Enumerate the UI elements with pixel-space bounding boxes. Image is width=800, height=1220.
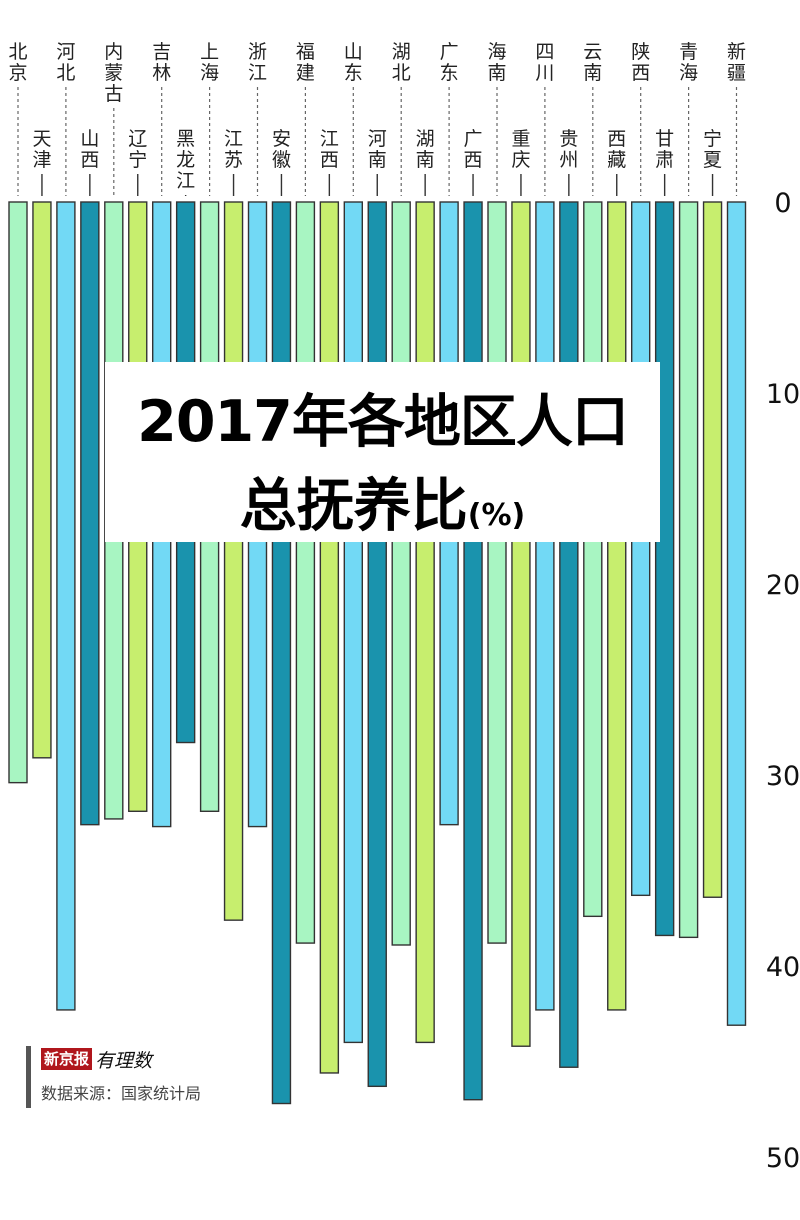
bar-陕西 xyxy=(631,201,651,897)
bar-西藏 xyxy=(607,201,627,1011)
category-label-黑龙江: 黑龙江 xyxy=(176,128,195,192)
bar-四川 xyxy=(535,201,555,1011)
y-axis-ticks: 0 10 20 30 40 50 xyxy=(766,188,800,1174)
category-label-贵州: 贵州 xyxy=(559,128,578,171)
bar-青海 xyxy=(678,201,699,939)
chart-title: 2017年各地区人口 xyxy=(137,389,629,455)
bar-贵州 xyxy=(559,201,579,1068)
category-label-重庆: 重庆 xyxy=(511,128,530,171)
bar-河北 xyxy=(56,201,76,1011)
category-label-青海: 青海 xyxy=(679,41,698,84)
category-label-广西: 广西 xyxy=(464,128,483,171)
bar-湖北 xyxy=(391,201,411,946)
bar-重庆 xyxy=(511,201,531,1047)
category-label-新疆: 新疆 xyxy=(727,41,746,84)
y-tick-label-50: 50 xyxy=(766,1143,800,1174)
category-label-河北: 河北 xyxy=(56,41,75,84)
category-label-广东: 广东 xyxy=(440,41,459,84)
bar-安徽 xyxy=(271,201,292,1105)
category-label-湖北: 湖北 xyxy=(392,41,411,84)
chart-subtitle: 总抚养比(%) xyxy=(105,460,660,542)
y-tick-label-10: 10 xyxy=(766,379,800,410)
logo-badge: 新京报 xyxy=(41,1048,93,1070)
y-tick-label-20: 20 xyxy=(766,570,800,601)
category-label-辽宁: 辽宁 xyxy=(128,128,147,171)
bar-河南 xyxy=(367,201,387,1088)
bar-山东 xyxy=(343,201,363,1044)
chart-subtitle-text: 总抚养比 xyxy=(239,473,468,539)
category-label-浙江: 浙江 xyxy=(248,41,267,84)
category-label-宁夏: 宁夏 xyxy=(703,128,722,171)
category-label-天津: 天津 xyxy=(32,128,51,171)
category-label-山西: 山西 xyxy=(80,128,99,171)
category-label-海南: 海南 xyxy=(487,41,506,84)
category-label-江西: 江西 xyxy=(320,128,339,171)
bar-江苏 xyxy=(223,201,244,921)
y-tick-label-40: 40 xyxy=(766,952,800,983)
bar-广西 xyxy=(463,201,483,1101)
bar-江西 xyxy=(319,201,340,1074)
y-tick-label-30: 30 xyxy=(766,761,800,792)
category-leader-lines xyxy=(17,87,738,196)
bar-宁夏 xyxy=(702,201,723,898)
bar-甘肃 xyxy=(654,201,675,937)
footer: 新京报 有理数 数据来源：国家统计局 xyxy=(26,1046,201,1108)
bar-海南 xyxy=(487,201,507,944)
category-label-西藏: 西藏 xyxy=(607,128,626,171)
bar-福建 xyxy=(295,201,316,944)
publisher-logo: 新京报 有理数 xyxy=(41,1046,201,1072)
category-label-河南: 河南 xyxy=(368,128,387,171)
category-label-吉林: 吉林 xyxy=(152,41,171,84)
category-label-陕西: 陕西 xyxy=(631,41,650,84)
bars xyxy=(8,201,747,1105)
category-label-安徽: 安徽 xyxy=(272,128,291,171)
title-box: 2017年各地区人口 总抚养比(%) xyxy=(105,362,660,542)
category-label-四川: 四川 xyxy=(535,41,554,84)
category-label-山东: 山东 xyxy=(344,41,363,84)
bar-山西 xyxy=(80,201,100,826)
category-label-湖南: 湖南 xyxy=(416,128,435,171)
category-label-云南: 云南 xyxy=(583,41,602,84)
y-tick-label-0: 0 xyxy=(774,188,791,219)
bar-云南 xyxy=(583,201,603,918)
bar-天津 xyxy=(32,201,52,759)
data-source: 数据来源：国家统计局 xyxy=(41,1084,202,1103)
bar-湖南 xyxy=(415,201,435,1044)
category-label-内蒙古: 内蒙古 xyxy=(104,41,123,105)
chart-unit: (%) xyxy=(467,498,526,533)
category-label-北京: 北京 xyxy=(8,41,27,84)
category-label-江苏: 江苏 xyxy=(224,128,243,171)
logo-script: 有理数 xyxy=(95,1049,153,1072)
bar-北京 xyxy=(8,201,28,784)
category-label-上海: 上海 xyxy=(200,41,219,84)
bar-新疆 xyxy=(726,201,747,1026)
category-label-福建: 福建 xyxy=(296,41,315,84)
category-label-甘肃: 甘肃 xyxy=(655,128,674,171)
